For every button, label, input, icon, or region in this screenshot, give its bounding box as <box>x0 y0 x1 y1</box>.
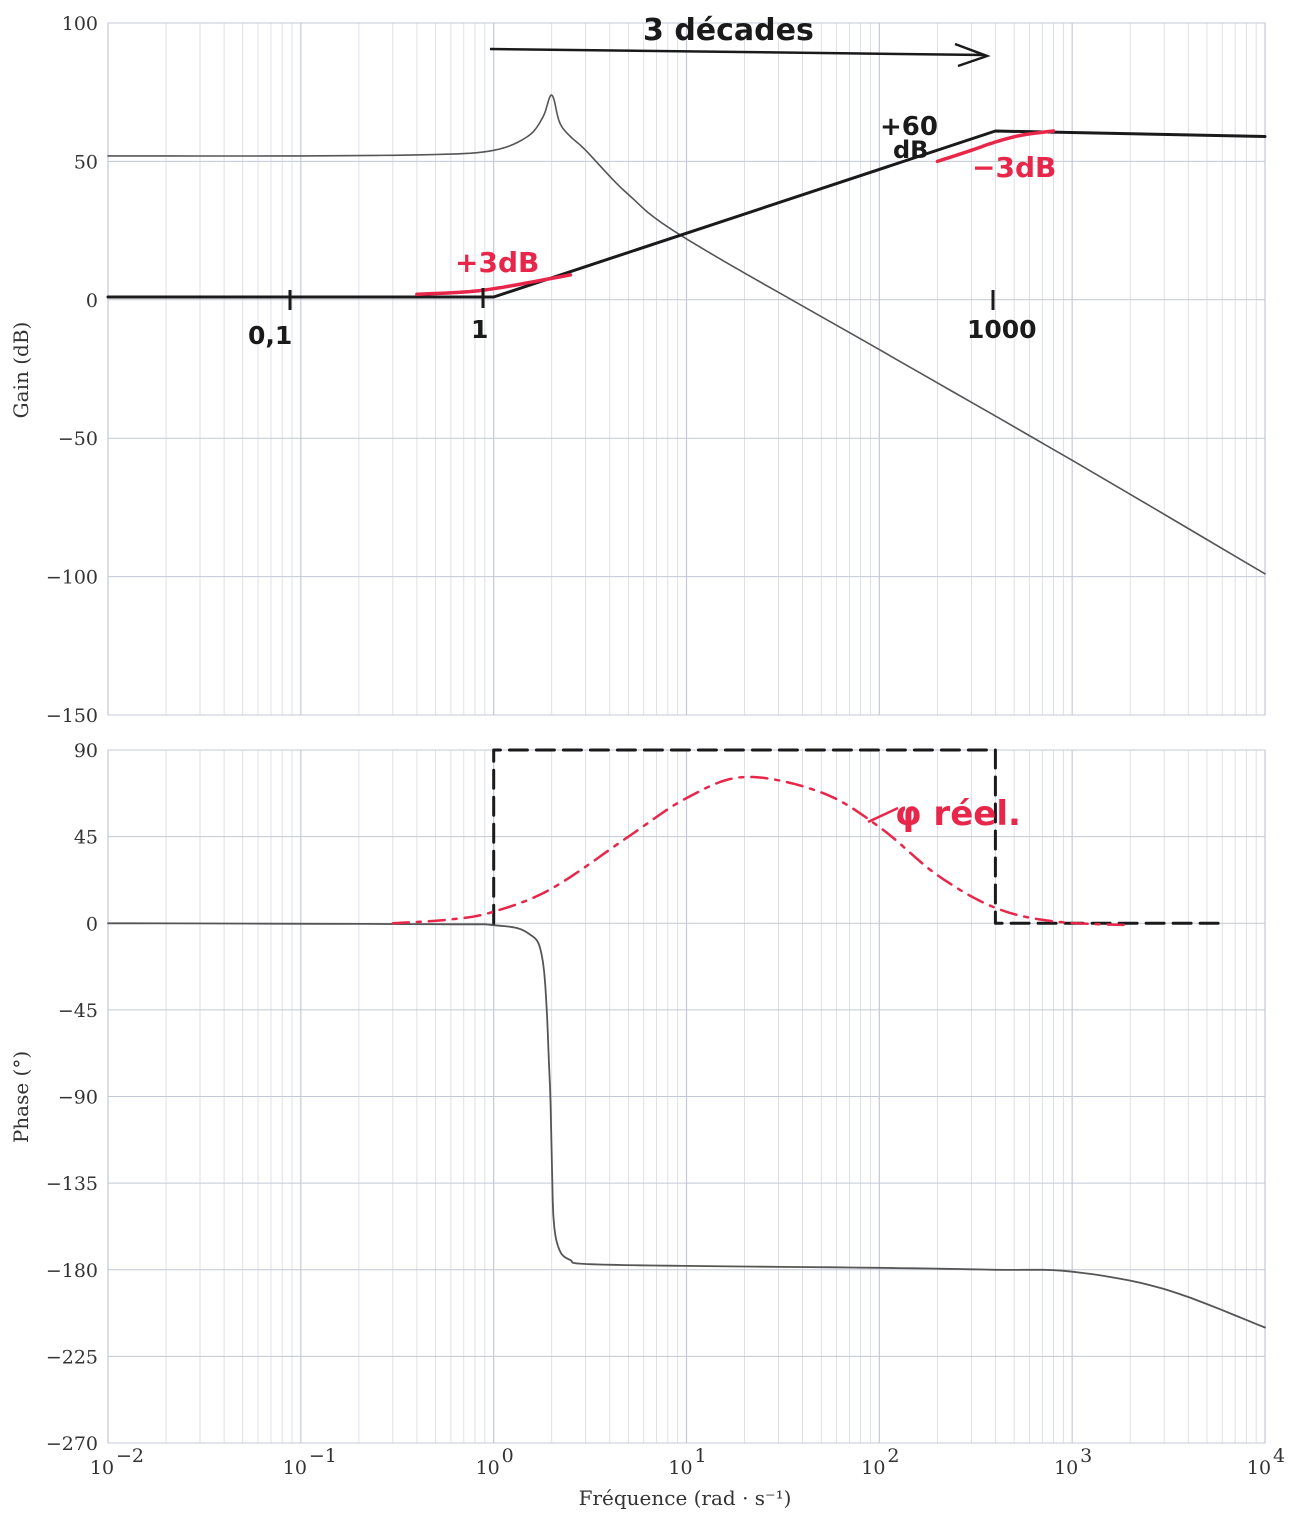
gain-axis-label: Gain (dB) <box>9 322 33 419</box>
x-tick-label: 10 <box>476 1457 500 1479</box>
phi-real-label: φ réel. <box>895 794 1021 834</box>
gain-printed-bode-gain-line <box>107 94 1266 575</box>
x-tick-exponent: 2 <box>887 1445 899 1467</box>
x-tick-label: 10 <box>283 1457 307 1479</box>
gain-frame <box>107 22 1266 716</box>
plus60-label: +60 <box>880 112 938 142</box>
gain-y-tick-labels: 100 50 0 −50 −100 −150 <box>46 13 98 727</box>
gain-y-tick-label: −100 <box>46 567 98 589</box>
phase-handwritten-real-phase-line <box>391 775 1132 927</box>
phase-y-tick-label: −90 <box>58 1087 98 1109</box>
mark-1-label: 1 <box>471 315 488 344</box>
x-tick-exponent: −1 <box>309 1445 337 1467</box>
x-tick-label: 10 <box>861 1457 885 1479</box>
phase-y-tick-label: 0 <box>86 913 98 935</box>
phase-y-tick-label: 45 <box>74 827 98 849</box>
x-tick-label: 10 <box>1247 1457 1271 1479</box>
x-tick-label: 10 <box>90 1457 114 1479</box>
phase-y-tick-label: −225 <box>46 1346 98 1368</box>
decades-arrow-head <box>954 42 991 68</box>
gain-y-tick-label: 0 <box>86 290 98 312</box>
decades-arrow-shaft <box>489 47 986 57</box>
phase-y-tick-label: 90 <box>74 740 98 762</box>
x-tick-label: 10 <box>668 1457 692 1479</box>
gain-y-tick-label: 50 <box>74 151 98 173</box>
x-tick-exponent: 3 <box>1080 1445 1092 1467</box>
gain-y-tick-label: 100 <box>62 13 98 35</box>
decades-arrow <box>489 42 991 68</box>
gain-handwritten-real-curve-2-line <box>935 129 1056 164</box>
x-tick-exponent: 4 <box>1273 1445 1285 1467</box>
mark-01-label: 0,1 <box>248 321 292 350</box>
phase-y-tick-label: −270 <box>46 1433 98 1455</box>
decades-label: 3 décades <box>643 13 814 48</box>
phase-y-tick-label: −180 <box>46 1260 98 1282</box>
phase-y-tick-labels: 90 45 0 −45 −90 −135 −180 −225 −270 <box>46 740 98 1455</box>
gain-grid <box>107 22 1266 716</box>
gain-y-tick-label: −150 <box>46 705 98 727</box>
x-axis-label: Fréquence (rad · s⁻¹) <box>579 1486 792 1510</box>
gain-series <box>106 94 1267 575</box>
phase-grid <box>107 749 1266 1444</box>
phase-axis-label: Phase (°) <box>9 1051 33 1143</box>
phase-y-tick-label: −45 <box>58 1000 98 1022</box>
db-label: dB <box>893 136 928 164</box>
gain-handwritten-asymptote-line <box>106 129 1267 299</box>
x-tick-exponent: −2 <box>116 1445 144 1467</box>
gain-y-tick-label: −50 <box>58 428 98 450</box>
x-tick-exponent: 0 <box>502 1445 514 1467</box>
mark-1000-label: 1000 <box>967 315 1037 344</box>
x-tick-exponent: 1 <box>695 1445 707 1467</box>
phase-series <box>107 748 1266 1329</box>
minus3db-label: −3dB <box>972 151 1056 184</box>
freq-marks <box>288 288 995 310</box>
phase-y-tick-label: −135 <box>46 1173 98 1195</box>
x-tick-label: 10 <box>1054 1457 1078 1479</box>
gain-handwritten-real-curve-line <box>415 273 573 297</box>
plus3db-label: +3dB <box>455 246 539 279</box>
phi-real-pointer <box>867 806 899 824</box>
phase-printed-bode-phase-line <box>107 922 1266 1329</box>
